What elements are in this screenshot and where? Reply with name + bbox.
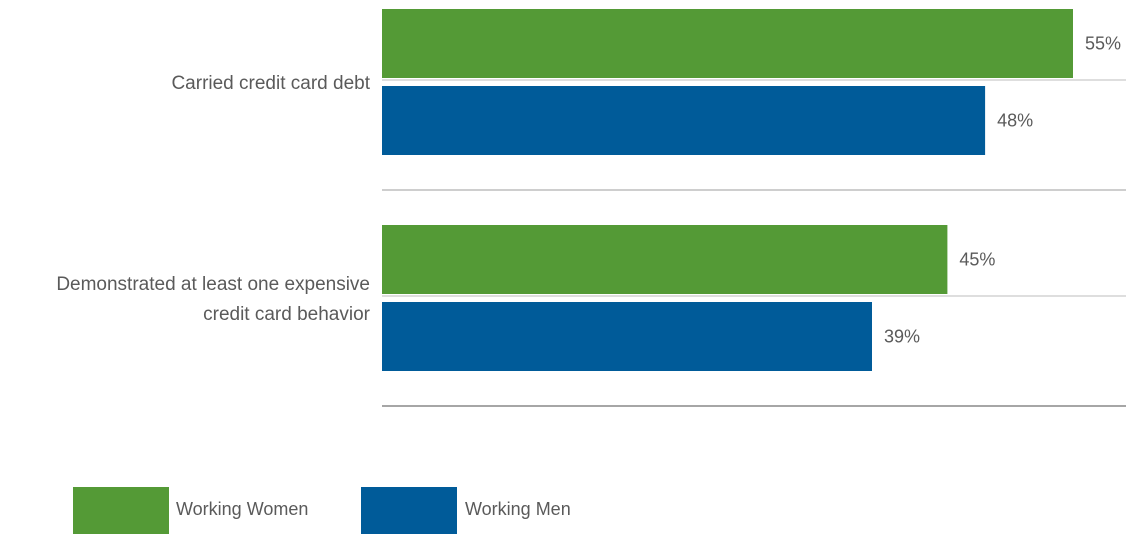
bar-women-1 [382, 9, 1073, 78]
bar-men-2 [382, 302, 872, 371]
data-label-men-1: 48% [997, 111, 1033, 131]
legend-label-women: Working Women [176, 499, 308, 519]
bar-men-1 [382, 86, 986, 155]
category-label: Demonstrated at least one expensive [56, 274, 370, 295]
legend-swatch-women [73, 487, 169, 534]
data-label-women-2: 45% [959, 250, 995, 270]
data-label-women-1: 55% [1085, 34, 1121, 54]
data-label-men-2: 39% [884, 327, 920, 347]
category-label: Carried credit card debt [171, 73, 370, 94]
category-label: credit card behavior [203, 304, 371, 325]
legend-swatch-men [361, 487, 457, 534]
bar-women-2 [382, 225, 948, 294]
legend-label-men: Working Men [465, 499, 571, 519]
